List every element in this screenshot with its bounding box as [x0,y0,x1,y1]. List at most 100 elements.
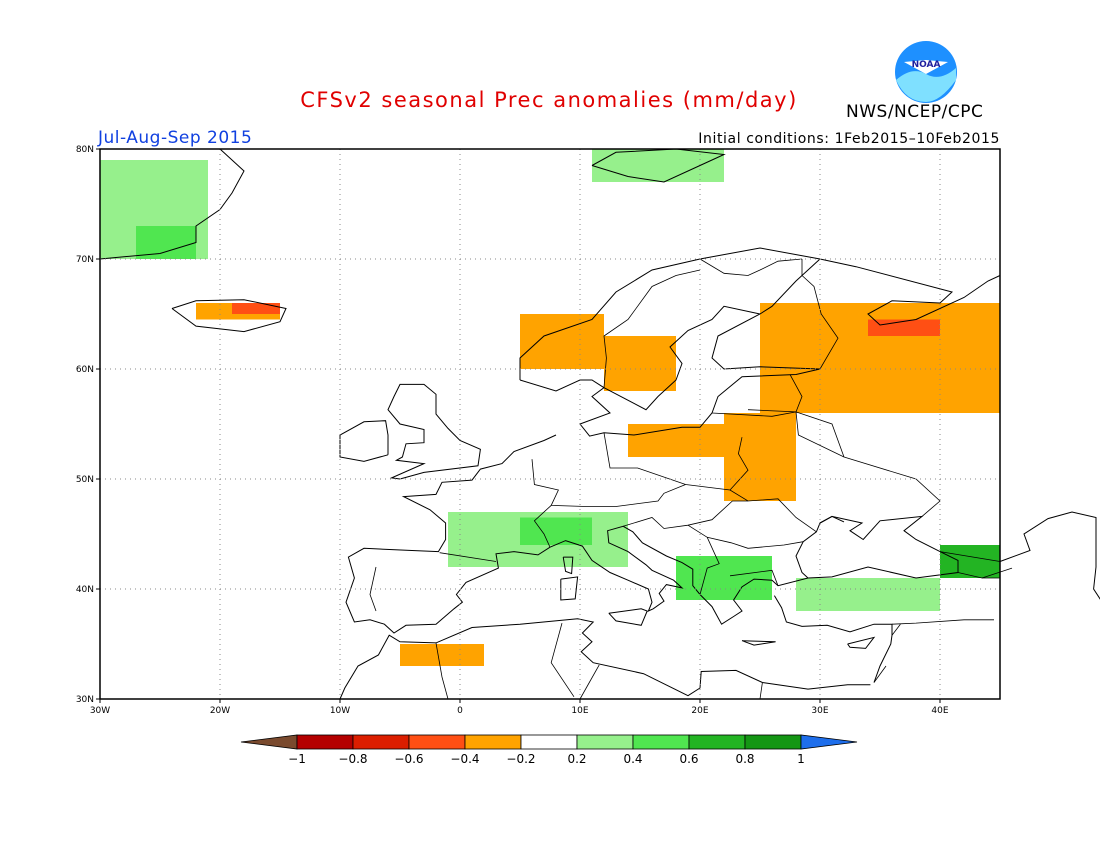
coast-turkey-south [773,595,893,683]
border-13 [801,259,839,370]
colorbar-tick-label: −0.4 [450,752,479,766]
coast-scandinavia [519,247,1001,380]
colorbar-tick-label: −0.2 [506,752,535,766]
border-2 [439,552,497,562]
lon-tick-label: 10W [330,706,350,716]
colorbar-tick-label: −0.6 [394,752,423,766]
anomaly-alps-core [520,517,592,545]
colorbar-bin [464,734,522,750]
lat-tick-label: 50N [76,475,94,485]
lat-tick-label: 70N [76,255,94,265]
lat-tick-label: 60N [76,365,94,375]
lat-tick-label: 80N [76,145,94,155]
colorbar-bin [296,734,354,750]
anomaly-svalbard [592,149,724,182]
border-14 [699,258,803,276]
colorbar-bin [688,734,746,750]
colorbar-tick-label: 0.6 [679,752,698,766]
anomaly-russia-core [868,319,940,336]
anomaly-caucasus [940,545,1000,578]
border-5 [623,500,748,529]
colorbar-tick-label: 1 [797,752,805,766]
anomaly-morocco-algeria [400,644,484,666]
coast-cyprus [847,636,876,649]
border-3 [369,566,377,612]
period-label: Jul-Aug-Sep 2015 [98,128,253,148]
colorbar-high-arrow [800,734,858,750]
border-17 [891,619,994,625]
anomaly-balkans [676,556,772,600]
lon-tick-label: 20W [210,706,230,716]
border-19 [550,622,575,698]
colorbar-bin [352,734,410,750]
lon-tick-label: 30W [90,706,110,716]
coast-crete [741,640,776,646]
coast-greenland [99,148,245,260]
anomaly-central-europe [628,424,724,457]
colorbar-bin [520,734,578,750]
colorbar-tick-label: −0.8 [338,752,367,766]
colorbar-bin [408,734,466,750]
coast-caspian [999,511,1100,600]
lon-tick-label: 40E [931,706,948,716]
coast-sweden-east [603,305,761,411]
coast-sardinia [560,576,579,601]
coast-ireland [339,420,389,462]
border-25 [939,551,1001,562]
colorbar-bin [744,734,802,750]
anomaly-greenland-east-core [136,226,196,259]
border-4 [533,505,552,548]
initial-conditions-label: Initial conditions: 1Feb2015–10Feb2015 [698,131,1000,147]
border-18 [435,642,449,700]
colorbar-tick-label: 0.2 [567,752,586,766]
lon-tick-label: 30E [811,706,828,716]
anomaly-norway-coast [520,314,604,369]
coast-baltic [519,258,821,437]
coast-britain [387,383,481,480]
border-15 [603,269,701,388]
chart-title: CFSv2 seasonal Prec anomalies (mm/day) [300,88,798,112]
grid-layer [100,149,1000,699]
colorbar-bin [576,734,634,750]
coast-sicily [608,608,648,626]
border-21 [759,682,763,700]
agency-label: NWS/NCEP/CPC [846,102,984,122]
border-1 [531,459,686,507]
lat-tick-label: 40N [76,585,94,595]
border-6 [687,524,804,549]
border-8 [729,569,779,586]
coast-black-north [819,515,845,524]
anomaly-turkey [796,578,940,611]
border-24 [981,567,1013,579]
coast-africa [339,618,871,700]
coast-svalbard [591,148,726,183]
anomaly-ukraine [724,413,796,501]
anomaly-sweden [604,336,676,391]
lon-tick-label: 10E [571,706,588,716]
lon-tick-label: 20E [691,706,708,716]
colorbar-tick-label: 0.8 [735,752,754,766]
lat-tick-label: 30N [76,695,94,705]
anomaly-iceland-core [232,303,280,314]
map-frame [99,148,1001,700]
border-11 [795,411,845,458]
coast-corsica [562,556,574,575]
border-12 [729,437,749,491]
border-20 [579,664,600,700]
colorbar-tick-label: −1 [288,752,306,766]
border-22 [873,665,887,683]
svg-text:NOAA: NOAA [912,60,941,70]
lon-tick-label: 0 [457,706,463,716]
colorbar-tick-label: 0.4 [623,752,642,766]
coastline-layer [99,148,1100,700]
noaa-logo-icon: NOAA [895,41,957,103]
border-7 [699,537,720,595]
coast-iceland [171,299,287,333]
colorbar-bin [632,734,690,750]
colorbar-low-arrow [240,734,298,750]
anomaly-fill-layer [100,149,1000,666]
border-23 [891,623,901,636]
coast-continent [345,434,959,634]
